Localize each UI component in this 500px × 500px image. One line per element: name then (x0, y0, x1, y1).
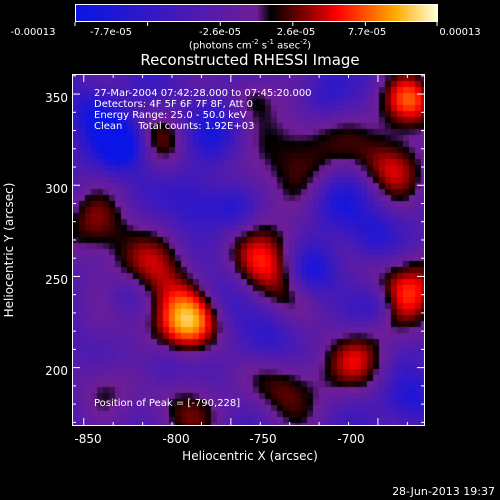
colorbar (75, 4, 438, 22)
colorbar-tick-label: 0.00013 (439, 27, 481, 38)
x-tick-label: -700 (337, 432, 365, 446)
annotation-counts: Clean Total counts: 1.92E+03 (94, 121, 255, 132)
x-tick-label: -850 (74, 432, 102, 446)
colorbar-tick-label: -2.6e-05 (199, 27, 241, 38)
image-panel (72, 74, 425, 426)
colorbar-tick-label: 2.6e-05 (276, 27, 316, 38)
rhessi-image (73, 75, 424, 425)
plot-title: Reconstructed RHESSI Image (140, 51, 360, 69)
y-tick-label: 200 (45, 364, 68, 378)
y-tick-label: 300 (45, 182, 68, 196)
colorbar-ticks (74, 22, 438, 26)
colorbar-units: (photons cm-2 s-1 asec-2) (188, 38, 312, 52)
y-tick-label: 350 (45, 91, 68, 105)
peak-position-label: Position of Peak = [-790,228] (94, 398, 241, 409)
y-tick-label: 250 (45, 273, 68, 287)
colorbar-tick-label: -0.00013 (10, 27, 56, 38)
x-tick-label: -800 (162, 432, 190, 446)
annotation-time: 27-Mar-2004 07:42:28.000 to 07:45:20.000 (94, 88, 312, 99)
footer-date: 28-Jun-2013 19:37 (392, 485, 495, 498)
colorbar-tick-label: -7.7e-05 (90, 27, 132, 38)
x-axis-title: Heliocentric X (arcsec) (182, 449, 318, 463)
y-axis-title: Heliocentric Y (arcsec) (2, 182, 16, 318)
x-tick-label: -750 (249, 432, 277, 446)
annotation-energy: Energy Range: 25.0 - 50.0 keV (94, 110, 247, 121)
colorbar-tick-label: 7.7e-05 (347, 27, 387, 38)
annotation-detectors: Detectors: 4F 5F 6F 7F 8F, Att 0 (94, 99, 254, 110)
